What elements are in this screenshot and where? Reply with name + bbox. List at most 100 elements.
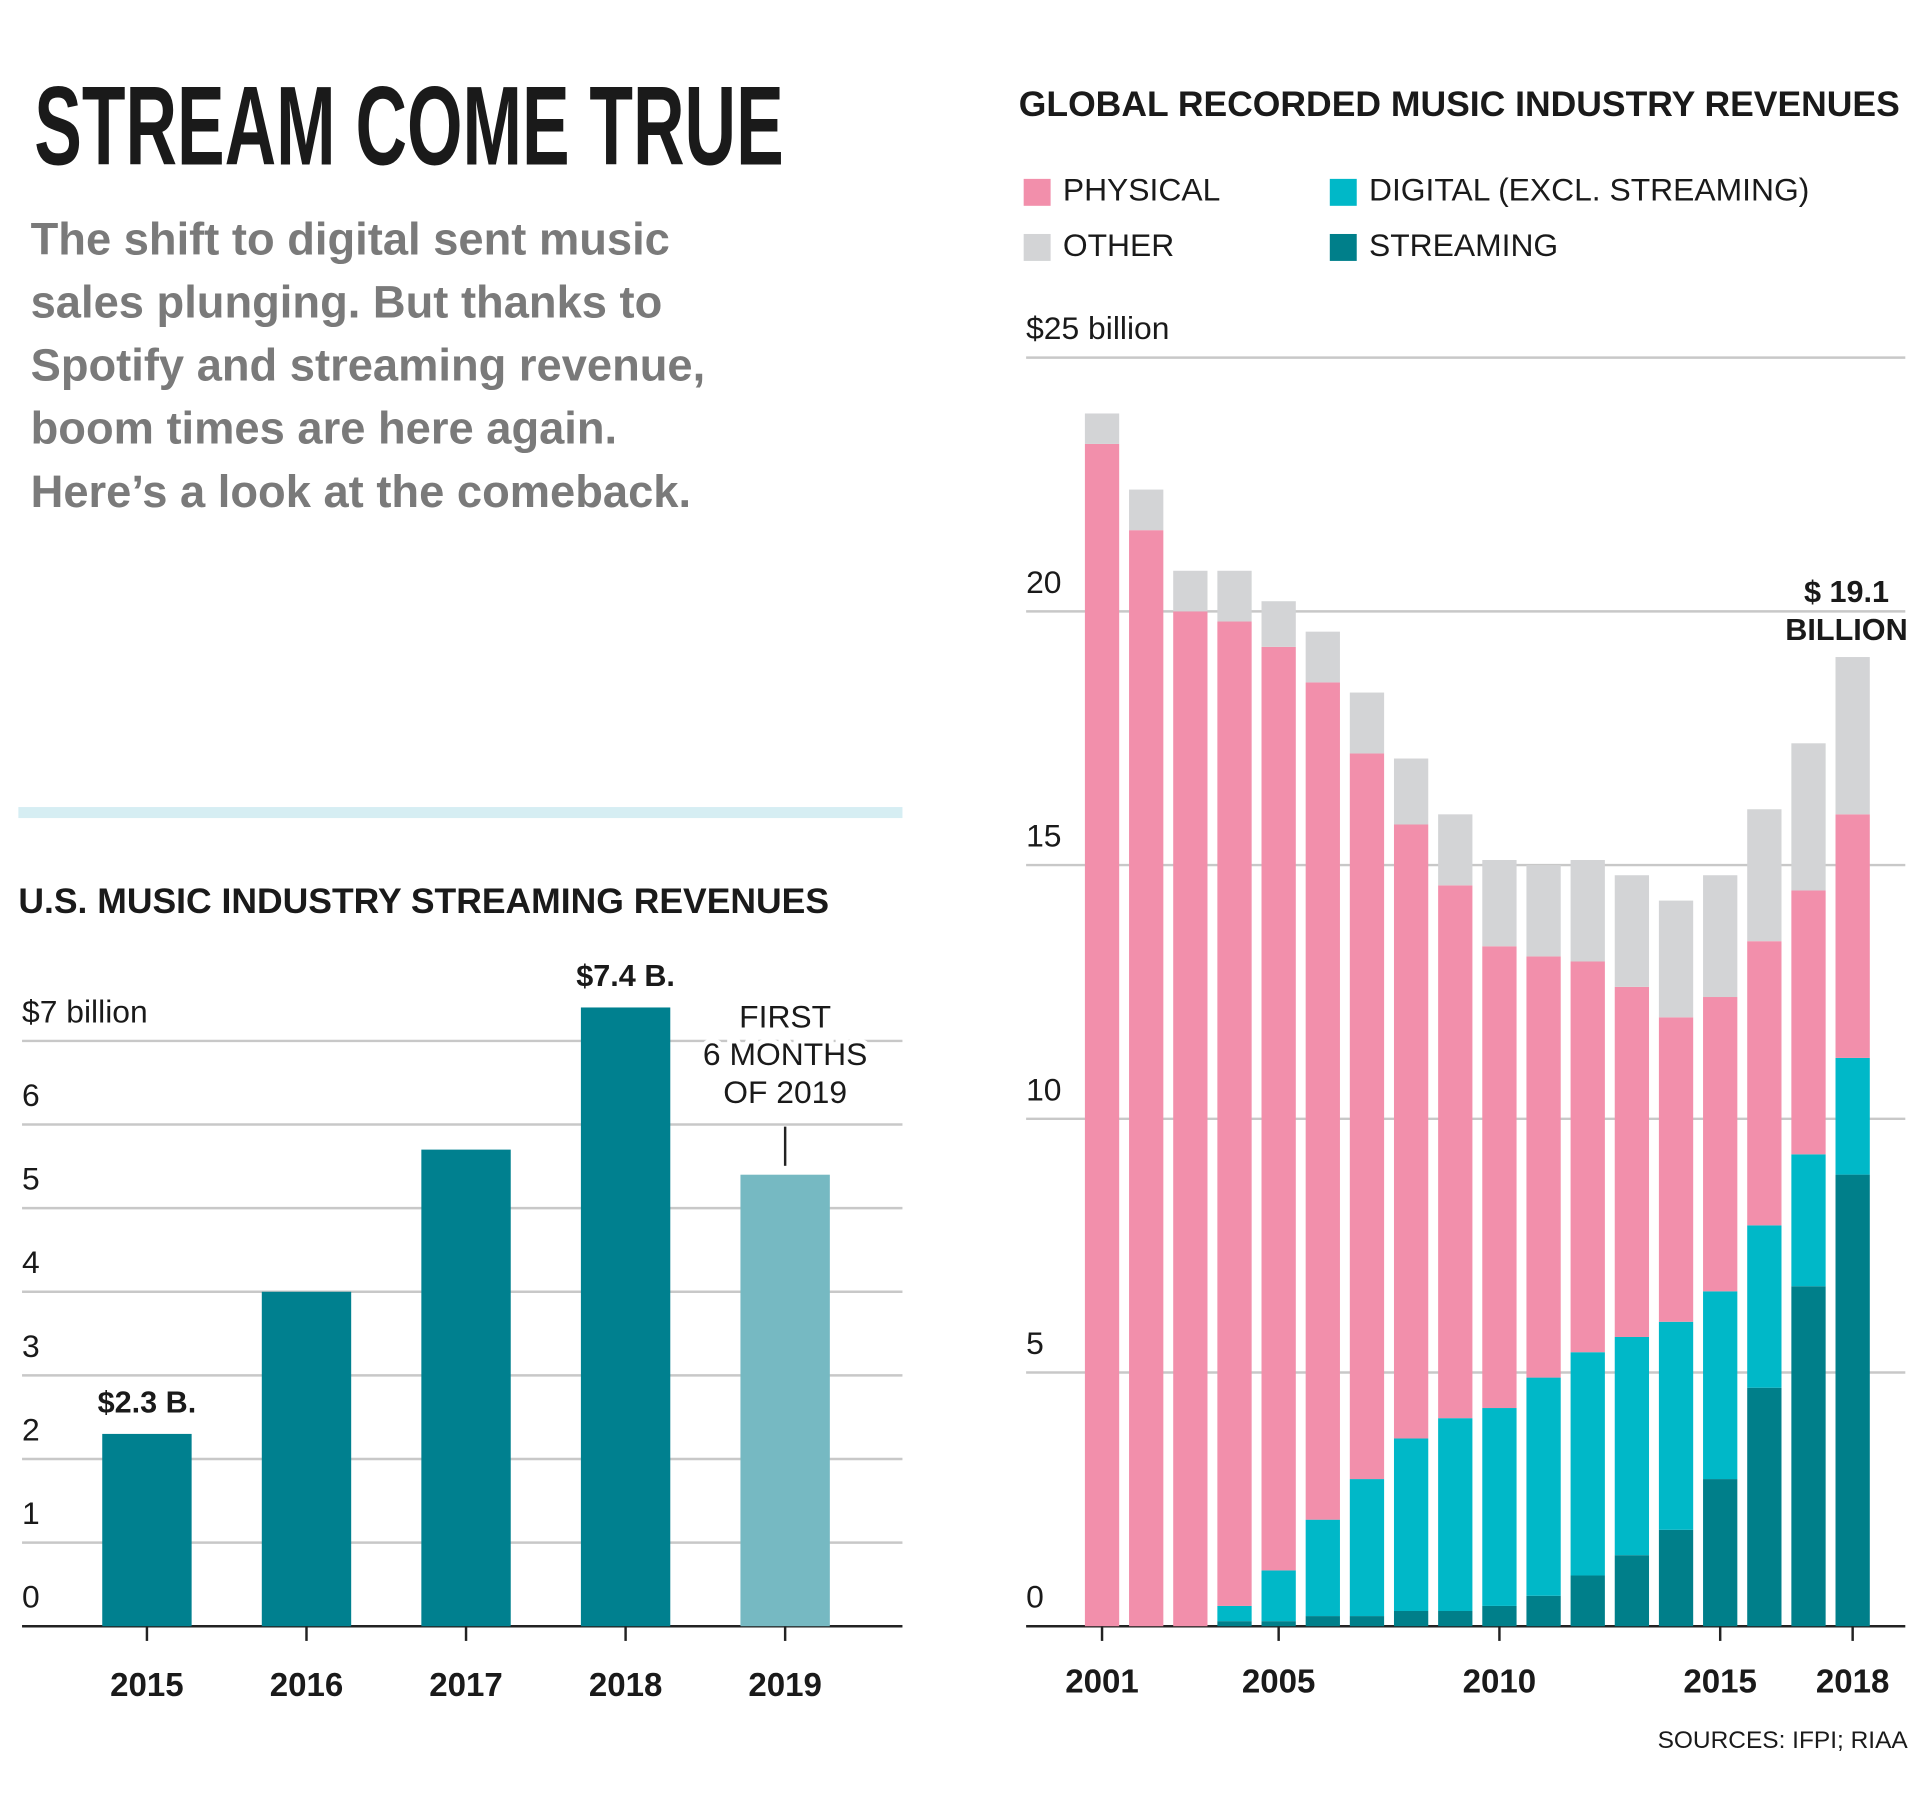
bar-segment: [1747, 1387, 1782, 1627]
bar: [261, 1291, 352, 1627]
x-tick-label: 2001: [1065, 1664, 1139, 1701]
bar-segment: [1261, 1570, 1296, 1622]
bar-segment: [1570, 1352, 1605, 1576]
x-tick-label: 2010: [1463, 1664, 1537, 1701]
x-tick-label: 2005: [1242, 1664, 1316, 1701]
bar-segment: [1349, 692, 1385, 754]
bar-segment: [1305, 631, 1340, 683]
bar: [102, 1433, 192, 1627]
y-tick-label: 5: [22, 1161, 40, 1197]
bar-segment: [1482, 1605, 1517, 1627]
legend-label: PHYSICAL: [1063, 172, 1220, 208]
bar-segment: [1393, 1611, 1429, 1627]
bar-segment: [1217, 621, 1252, 1606]
value-label: $7.4 B.: [576, 959, 675, 993]
bar-segment: [1791, 1286, 1826, 1627]
chart-title: U.S. MUSIC INDUSTRY STREAMING REVENUES: [18, 881, 829, 921]
bar-segment: [1129, 530, 1164, 1627]
bar-segment: [1129, 489, 1164, 531]
bar-segment: [1570, 860, 1605, 962]
annotation: $ 19.1: [1804, 575, 1889, 609]
bar-segment: [1526, 1595, 1561, 1627]
bar-segment: [1349, 753, 1385, 1480]
bar-segment: [1084, 443, 1120, 1627]
bar-segment: [1835, 1174, 1870, 1627]
bar-segment: [1791, 743, 1826, 891]
legend-swatch: [1023, 233, 1051, 261]
bar-segment: [1349, 1479, 1385, 1617]
bar-segment: [1438, 1418, 1473, 1612]
bar-segment: [1438, 814, 1473, 886]
bar-segment: [1614, 1555, 1650, 1627]
bar-segment: [1835, 1057, 1870, 1175]
bar-segment: [1482, 1408, 1517, 1606]
y-tick-label: 20: [1026, 564, 1061, 600]
bar-segment: [1305, 682, 1340, 1520]
subtitle-line: The shift to digital sent music: [31, 214, 670, 265]
bar-segment: [1658, 1017, 1694, 1322]
bar-segment: [1217, 1605, 1252, 1622]
x-tick-label: 2015: [1683, 1664, 1757, 1701]
bar-segment: [1791, 890, 1826, 1155]
annotation: 6 MONTHS: [703, 1036, 867, 1072]
subtitle-line: boom times are here again.: [31, 403, 618, 454]
bar-segment: [1614, 875, 1650, 987]
subtitle-line: Here’s a look at the comeback.: [31, 466, 691, 517]
annotation: BILLION: [1785, 613, 1907, 647]
y-tick-label: 3: [22, 1328, 40, 1364]
bar-segment: [1658, 900, 1694, 1018]
bar-segment: [1703, 997, 1738, 1292]
bar-segment: [1703, 1291, 1738, 1480]
annotation: FIRST: [739, 998, 831, 1034]
bar-segment: [1658, 1529, 1694, 1627]
annotation: FIRST: [739, 998, 831, 1034]
bar-segment: [1305, 1616, 1340, 1627]
y-tick-label: 10: [1026, 1071, 1061, 1107]
bar-segment: [1747, 809, 1782, 942]
subtitle-line: Spotify and streaming revenue,: [31, 340, 706, 391]
x-tick-label: 2019: [748, 1667, 822, 1704]
annotation: OF 2019: [723, 1074, 847, 1110]
bar-segment: [1438, 1611, 1473, 1627]
annotation: 6 MONTHS: [703, 1036, 867, 1072]
bar-segment: [1261, 646, 1296, 1571]
legend-label: OTHER: [1063, 227, 1174, 263]
source-note: SOURCES: IFPI; RIAA: [1658, 1727, 1909, 1754]
divider: [18, 807, 903, 819]
bar-segment: [1526, 956, 1561, 1378]
y-tick-label: 0: [22, 1579, 40, 1615]
bar-segment: [1173, 611, 1208, 1627]
annotation: OF 2019: [723, 1074, 847, 1110]
bar-segment: [1393, 824, 1429, 1439]
x-tick-label: 2017: [429, 1667, 503, 1704]
legend-label: STREAMING: [1369, 227, 1558, 263]
bar-segment: [1835, 814, 1870, 1058]
chart-title: GLOBAL RECORDED MUSIC INDUSTRY REVENUES: [1019, 84, 1900, 124]
legend-swatch: [1329, 178, 1357, 206]
bar-segment: [1393, 1438, 1429, 1612]
value-label: $2.3 B.: [98, 1386, 197, 1420]
bar-segment: [1703, 1479, 1738, 1627]
bar-segment: [1482, 946, 1517, 1409]
legend-swatch: [1023, 178, 1051, 206]
bar-segment: [1173, 570, 1208, 612]
x-tick-label: 2018: [1816, 1664, 1890, 1701]
page-title: STREAM COME TRUE: [34, 63, 783, 189]
bar-segment: [1703, 875, 1738, 998]
bar-segment: [1482, 860, 1517, 947]
bar-segment: [1614, 986, 1650, 1337]
subtitle-line: sales plunging. But thanks to: [31, 277, 663, 328]
bar-segment: [1217, 570, 1252, 622]
bar-segment: [1084, 413, 1120, 444]
bar: [421, 1149, 511, 1627]
bar-segment: [1658, 1321, 1694, 1530]
bar-segment: [1570, 961, 1605, 1353]
bar-segment: [1438, 885, 1473, 1419]
y-tick-label: 2: [22, 1411, 40, 1447]
bar-segment: [1791, 1154, 1826, 1287]
bar-segment: [1261, 1621, 1296, 1627]
bar-segment: [1747, 941, 1782, 1226]
bar: [740, 1174, 830, 1627]
